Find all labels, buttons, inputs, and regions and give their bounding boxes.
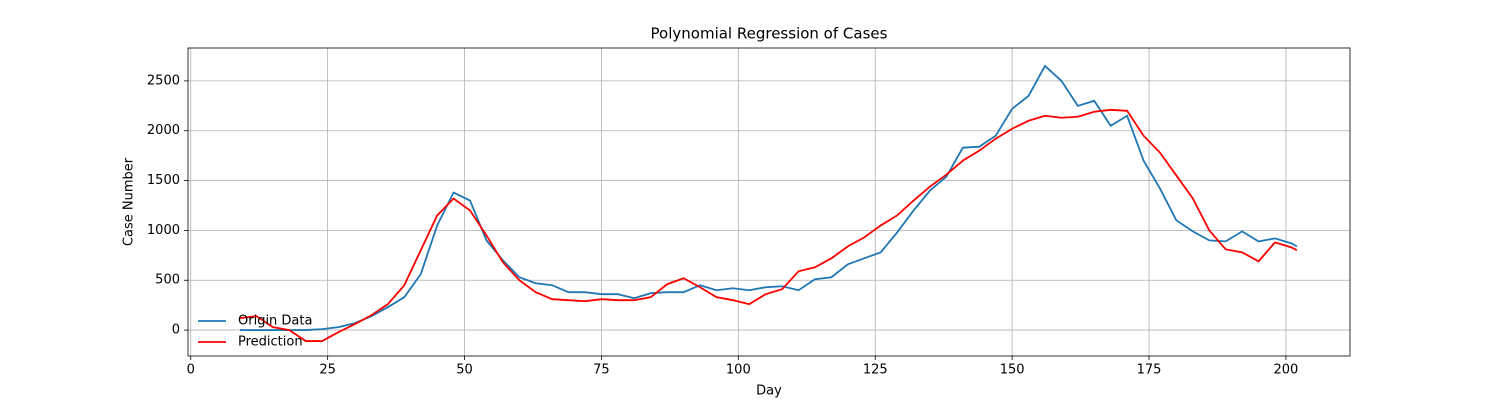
x-tick-label: 100 — [726, 363, 751, 378]
plot-frame — [187, 47, 1351, 357]
y-tick-label: 500 — [155, 273, 180, 288]
y-axis-label: Case Number — [122, 157, 137, 246]
x-axis-label: Day — [756, 384, 782, 399]
y-tick-label: 1000 — [147, 223, 180, 238]
legend-label: Origin Data — [238, 314, 312, 329]
x-tick-label: 50 — [456, 363, 473, 378]
data-line — [240, 64, 1298, 331]
x-tick-label: 150 — [1000, 363, 1025, 378]
x-tick-label: 75 — [593, 363, 610, 378]
y-tick-label: 2500 — [147, 73, 180, 88]
y-tick-label: 1500 — [147, 173, 180, 188]
x-tick-label: 0 — [187, 363, 195, 378]
legend-label: Prediction — [238, 335, 303, 350]
x-tick-label: 175 — [1137, 363, 1162, 378]
y-tick-label: 2000 — [147, 123, 180, 138]
chart-title: Polynomial Regression of Cases — [651, 25, 888, 43]
y-tick-label: 0 — [172, 323, 180, 338]
data-line — [239, 108, 1298, 342]
x-tick-label: 125 — [863, 363, 888, 378]
x-tick-label: 25 — [319, 363, 336, 378]
x-tick-label: 200 — [1274, 363, 1299, 378]
